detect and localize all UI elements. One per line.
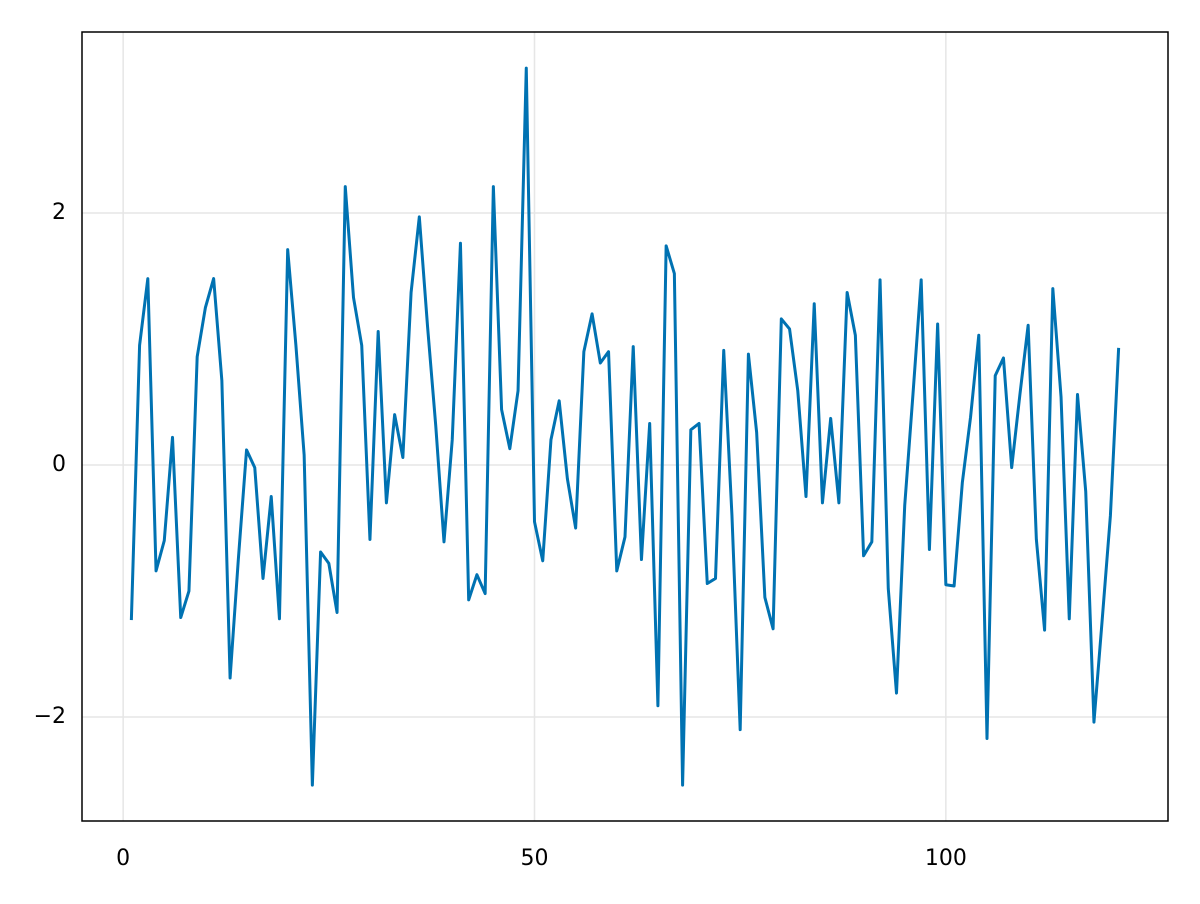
x-tick-label: 50 bbox=[521, 846, 549, 871]
x-tick-label: 100 bbox=[925, 846, 967, 871]
data-line bbox=[129, 66, 1121, 787]
plot-frame bbox=[81, 31, 1169, 822]
y-tick-label: −2 bbox=[34, 704, 66, 729]
x-tick-label: 0 bbox=[116, 846, 130, 871]
y-tick-label: 0 bbox=[52, 452, 66, 477]
y-tick-label: 2 bbox=[52, 200, 66, 225]
